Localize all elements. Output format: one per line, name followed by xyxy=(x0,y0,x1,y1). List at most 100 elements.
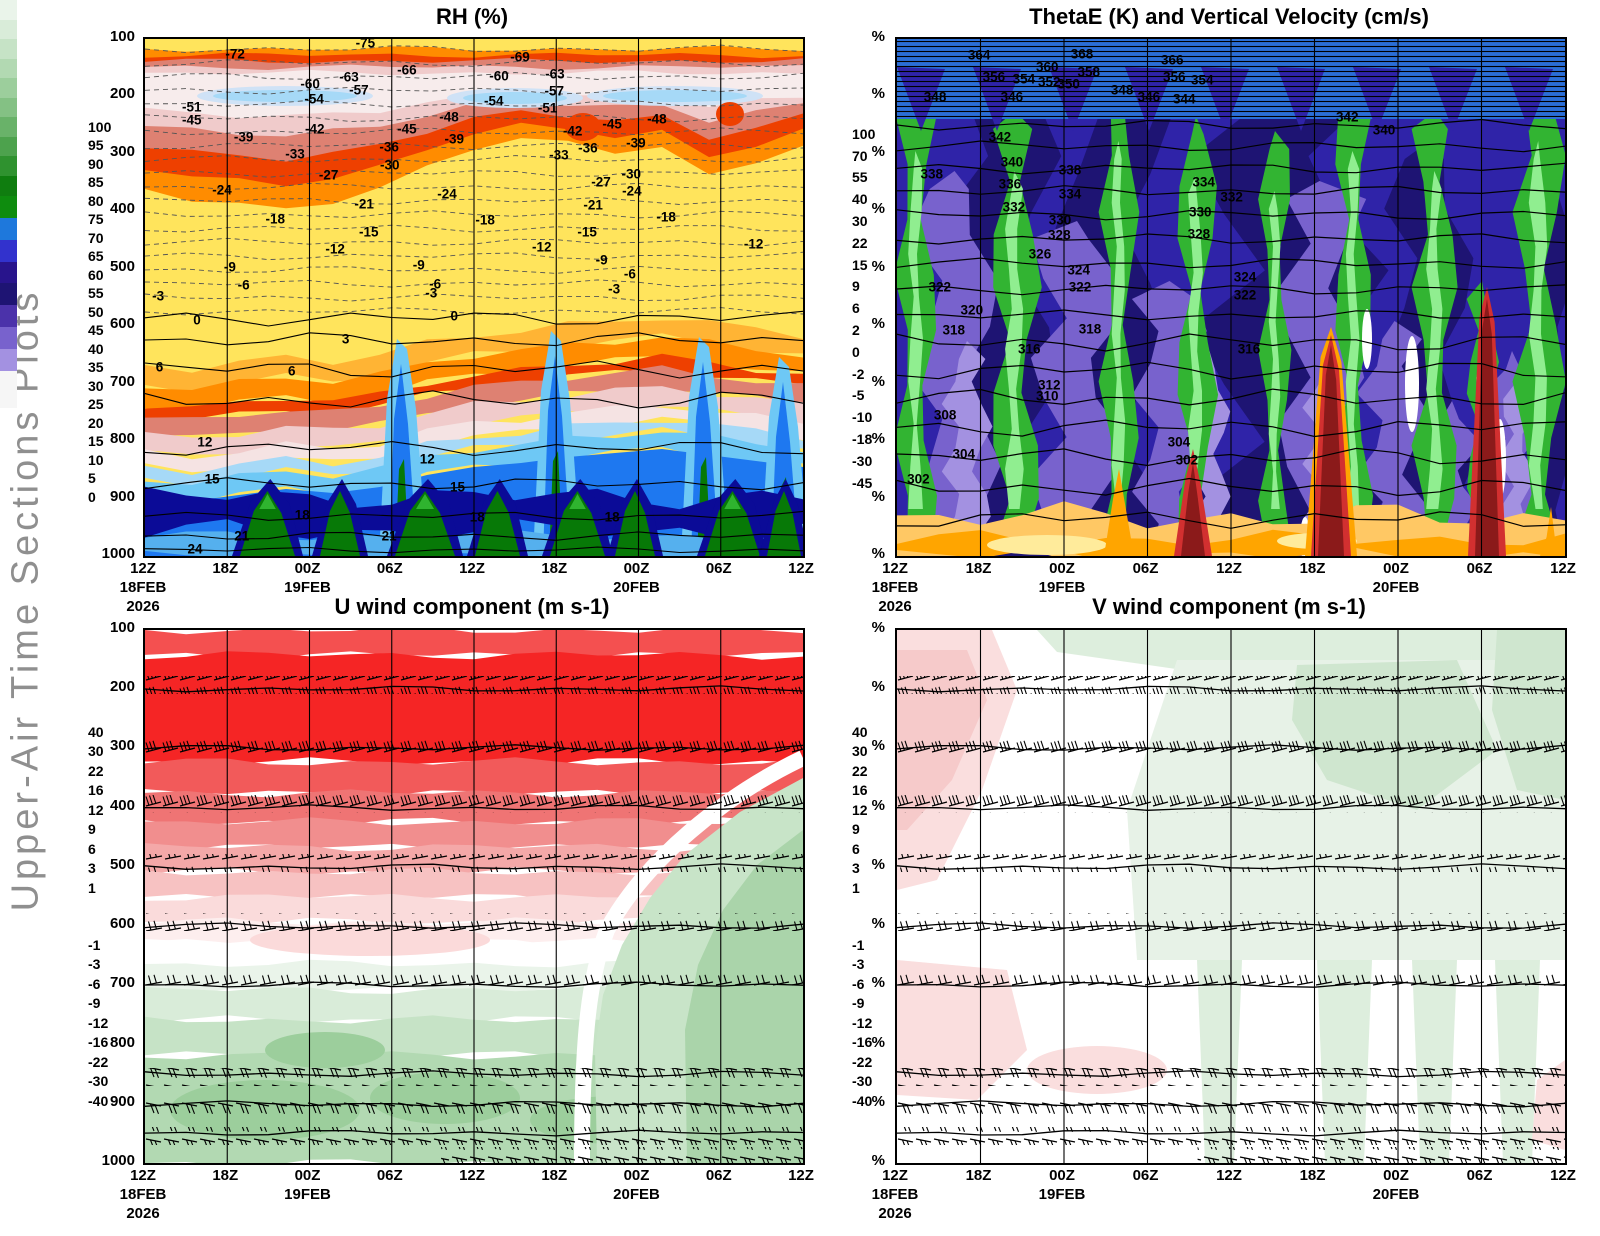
colorbar-swatch xyxy=(0,261,17,284)
x-axis-date-label: 19FEB xyxy=(1038,579,1086,596)
colorbar-label: 2 xyxy=(852,322,860,338)
u-wind-plot-area xyxy=(143,628,805,1165)
x-axis-date-label: 19FEB xyxy=(284,579,331,596)
colorbar-label: -6 xyxy=(852,975,865,992)
y-axis-label: 700 xyxy=(109,372,135,390)
y-axis-percent-label: % xyxy=(871,1033,885,1051)
y-axis-label: 200 xyxy=(109,85,135,103)
colorbar-label: 6 xyxy=(88,840,96,857)
colorbar-label: 9 xyxy=(88,821,96,837)
colorbar-swatch xyxy=(0,305,17,328)
colorbar-label: -6 xyxy=(88,975,101,992)
colorbar-swatch xyxy=(0,136,17,157)
colorbar-label: -1 xyxy=(88,936,101,953)
y-axis-percent-label: % xyxy=(871,257,885,275)
colorbar-label: 100 xyxy=(852,125,876,142)
colorbar-label: 15 xyxy=(852,256,868,273)
y-axis-percent-label: % xyxy=(871,796,885,814)
y-axis-percent-label: % xyxy=(871,678,885,696)
x-axis-date-label: 18FEB xyxy=(871,1186,919,1203)
colorbar-label: 95 xyxy=(88,137,104,153)
x-axis-time-label: 18Z xyxy=(1299,560,1326,577)
colorbar-label: 40 xyxy=(852,191,868,208)
panel-v-title: V wind component (m s-1) xyxy=(1092,594,1366,619)
x-axis-date-label: 20FEB xyxy=(613,579,660,596)
colorbar-label: 10 xyxy=(88,451,104,468)
colorbar-label: 65 xyxy=(88,248,104,264)
y-axis-percent-label: % xyxy=(871,372,885,390)
panel-u-title: U wind component (m s-1) xyxy=(334,594,610,619)
colorbar-label: -40 xyxy=(88,1092,109,1109)
thetae-shading xyxy=(897,39,1565,556)
x-axis-date-label: 20FEB xyxy=(613,1186,660,1203)
y-axis-label: 1000 xyxy=(101,545,135,562)
colorbar-swatch xyxy=(0,117,17,137)
colorbar-label: -12 xyxy=(852,1014,873,1031)
y-axis-percent-label: % xyxy=(871,142,885,160)
x-axis-time-label: 18Z xyxy=(965,560,992,577)
colorbar-swatch xyxy=(0,327,17,350)
y-axis-percent-label: % xyxy=(871,1092,885,1110)
rh-shading xyxy=(145,39,803,556)
x-axis-time-label: 12Z xyxy=(788,1167,814,1184)
x-axis-time-label: 00Z xyxy=(1049,560,1075,577)
y-axis-label: 100 xyxy=(109,619,135,636)
x-axis-time-label: 00Z xyxy=(623,560,650,577)
colorbar-swatch xyxy=(0,348,17,372)
colorbar-label: 30 xyxy=(88,743,104,759)
colorbar-label: 30 xyxy=(852,743,868,759)
colorbar-label: 40 xyxy=(88,340,104,357)
colorbar-label: -16 xyxy=(88,1034,109,1050)
x-axis-time-label: 12Z xyxy=(459,560,485,577)
colorbar-label: 55 xyxy=(88,285,104,301)
colorbar-label: 9 xyxy=(852,821,860,837)
colorbar-label: 1 xyxy=(852,879,860,896)
colorbar-label: 50 xyxy=(88,303,104,320)
y-axis-label: 700 xyxy=(109,974,135,992)
colorbar-label: 40 xyxy=(88,723,104,740)
y-axis-label: 800 xyxy=(109,430,135,448)
colorbar-label: 22 xyxy=(852,234,868,251)
colorbar-label: -22 xyxy=(88,1053,109,1070)
colorbar-swatch xyxy=(0,97,17,118)
x-axis-time-label: 00Z xyxy=(294,560,321,577)
colorbar-label: -30 xyxy=(852,1073,873,1089)
colorbar-label: 100 xyxy=(88,118,112,135)
colorbar-label: -18 xyxy=(852,431,873,447)
y-axis-percent-label: % xyxy=(871,737,885,755)
x-axis-time-label: 06Z xyxy=(1466,1167,1493,1184)
colorbar-label: 3 xyxy=(852,860,860,876)
y-axis-percent-label: % xyxy=(871,315,885,333)
x-axis-time-label: 06Z xyxy=(1466,560,1493,577)
x-axis-time-label: 06Z xyxy=(705,560,732,577)
v-colorbar-positive xyxy=(0,0,17,1236)
colorbar-label: -45 xyxy=(852,474,873,491)
x-axis-time-label: 12Z xyxy=(882,560,908,577)
colorbar-swatch xyxy=(0,39,17,59)
y-axis-percent-label: % xyxy=(871,85,885,103)
y-axis-percent-label: % xyxy=(871,915,885,933)
v-wind-plot-area xyxy=(895,628,1567,1165)
colorbar-label: -10 xyxy=(852,409,873,426)
x-axis-time-label: 06Z xyxy=(705,1167,732,1184)
colorbar-label: -1 xyxy=(852,936,865,953)
colorbar-label: 5 xyxy=(88,470,96,486)
colorbar-swatch xyxy=(0,78,17,98)
x-axis-time-label: 12Z xyxy=(130,560,156,577)
colorbar-label: -5 xyxy=(852,387,865,404)
y-axis-percent-label: % xyxy=(871,28,885,45)
u-wind-shading xyxy=(145,630,803,1163)
x-axis-time-label: 00Z xyxy=(1383,1167,1409,1184)
thetae-plot-area: 364 368 366 356 356 354 354 360 352 350 358 348 348 3… xyxy=(895,37,1567,558)
colorbar-label: 12 xyxy=(88,801,104,818)
x-axis-date-label: 18FEB xyxy=(119,1186,167,1203)
colorbar-swatch xyxy=(0,196,17,219)
y-axis-label: 1000 xyxy=(101,1152,135,1169)
colorbar-label: 45 xyxy=(88,322,104,338)
y-axis-label: 100 xyxy=(109,28,135,45)
x-axis-date-label: 2026 xyxy=(126,598,160,615)
colorbar-label: 70 xyxy=(852,147,868,164)
x-axis-date-label: 20FEB xyxy=(1372,579,1420,596)
colorbar-label: 9 xyxy=(852,278,860,295)
